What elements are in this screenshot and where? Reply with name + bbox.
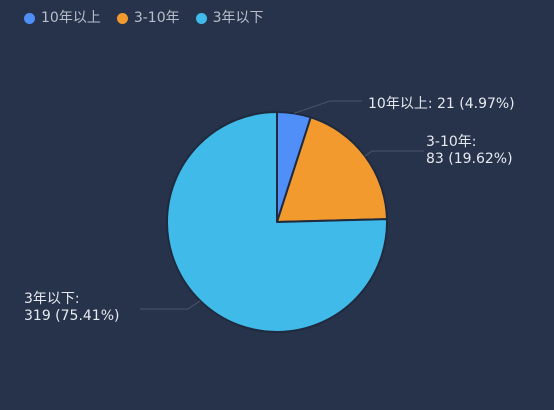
legend-item-3-10[interactable]: 3-10年	[116, 9, 180, 27]
leader-line-10-plus	[293, 100, 362, 114]
legend-label-3-10: 3-10年	[133, 10, 180, 26]
legend-swatch-10-plus	[24, 12, 35, 24]
legend-label-10-plus: 10年以上	[41, 10, 101, 26]
data-label-3-10: 3-10年: 83 (19.62%)	[426, 134, 513, 167]
legend-swatch-3-10	[116, 12, 128, 24]
pie-slice-under-3[interactable]	[166, 111, 388, 333]
leader-line-under-3	[140, 300, 201, 310]
legend: 10年以上 3-10年 3年以下	[24, 9, 280, 27]
legend-label-under-3: 3年以下	[212, 10, 264, 26]
data-label-under-3: 3年以下: 319 (75.41%)	[24, 291, 119, 324]
legend-item-10-plus[interactable]: 10年以上	[24, 9, 101, 27]
legend-swatch-under-3	[195, 12, 207, 24]
leader-line-3-10	[364, 150, 424, 157]
legend-item-under-3[interactable]: 3年以下	[195, 9, 264, 27]
data-label-10-plus: 10年以上: 21 (4.97%)	[368, 96, 515, 112]
